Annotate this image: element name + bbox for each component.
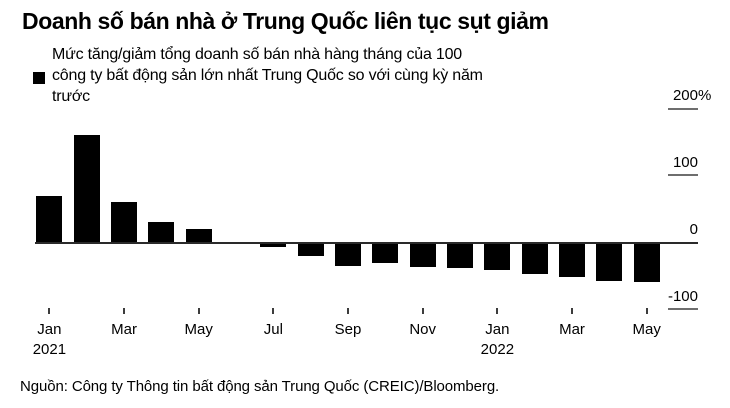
bar bbox=[447, 242, 474, 268]
legend-square-icon bbox=[33, 72, 45, 84]
x-tick-mark bbox=[123, 308, 126, 314]
x-tick-mark bbox=[347, 308, 350, 314]
x-tick-mark bbox=[48, 308, 51, 314]
x-tick-label: Sep bbox=[334, 321, 362, 338]
x-tick-label: Mar bbox=[111, 321, 137, 338]
bar bbox=[521, 242, 548, 274]
x-tick-year: 2021 bbox=[32, 341, 67, 358]
x-tick-mark bbox=[272, 308, 275, 314]
x-tick-label: Jan bbox=[37, 321, 62, 338]
x-tick-label: May bbox=[632, 321, 661, 338]
x-tick-label: Jul bbox=[263, 321, 283, 338]
bar bbox=[148, 221, 175, 243]
y-tick-line bbox=[668, 174, 698, 177]
legend-line-2: công ty bất động sản lớn nhất Trung Quốc… bbox=[52, 67, 483, 84]
y-axis-unit: % bbox=[698, 87, 712, 105]
x-tick-label: Mar bbox=[559, 321, 585, 338]
source-note: Nguồn: Công ty Thông tin bất động sản Tr… bbox=[20, 378, 500, 395]
y-tick-value: 200 bbox=[672, 87, 698, 105]
x-tick-mark bbox=[421, 308, 424, 314]
page-title: Doanh số bán nhà ở Trung Quốc liên tục s… bbox=[22, 8, 549, 34]
x-tick-year: 2022 bbox=[480, 341, 515, 358]
bar bbox=[559, 242, 586, 278]
x-tick-mark bbox=[197, 308, 200, 314]
x-tick-label: Jan bbox=[485, 321, 510, 338]
y-tick-line bbox=[668, 107, 698, 110]
x-tick-mark bbox=[571, 308, 574, 314]
bar bbox=[596, 242, 623, 282]
legend-line-3: trước bbox=[52, 88, 90, 105]
x-axis-line bbox=[35, 241, 698, 244]
y-tick-label: 200% bbox=[672, 87, 711, 105]
y-tick-value: 0 bbox=[689, 220, 698, 238]
bar bbox=[335, 242, 362, 267]
legend: Mức tăng/giảm tổng doanh số bán nhà hàng… bbox=[52, 44, 532, 107]
bar bbox=[185, 228, 212, 243]
y-tick-label: 0 bbox=[690, 222, 698, 237]
bar bbox=[633, 242, 660, 282]
bar bbox=[73, 135, 100, 243]
y-tick-value: -100 bbox=[667, 287, 698, 305]
bar bbox=[372, 242, 399, 263]
x-tick-mark bbox=[645, 308, 648, 314]
bar bbox=[36, 195, 63, 243]
legend-line-1: Mức tăng/giảm tổng doanh số bán nhà hàng… bbox=[52, 46, 463, 63]
bar bbox=[409, 242, 436, 267]
y-tick-line bbox=[668, 307, 698, 310]
bar bbox=[484, 242, 511, 270]
x-tick-label: May bbox=[184, 321, 213, 338]
x-tick-label: Nov bbox=[409, 321, 437, 338]
y-tick-value: 100 bbox=[672, 154, 698, 171]
bar bbox=[260, 242, 287, 247]
x-tick-mark bbox=[496, 308, 499, 314]
y-tick-label: 100 bbox=[673, 155, 698, 170]
y-tick-label: -100 bbox=[668, 289, 698, 304]
bar bbox=[111, 202, 138, 243]
bar bbox=[297, 242, 324, 256]
